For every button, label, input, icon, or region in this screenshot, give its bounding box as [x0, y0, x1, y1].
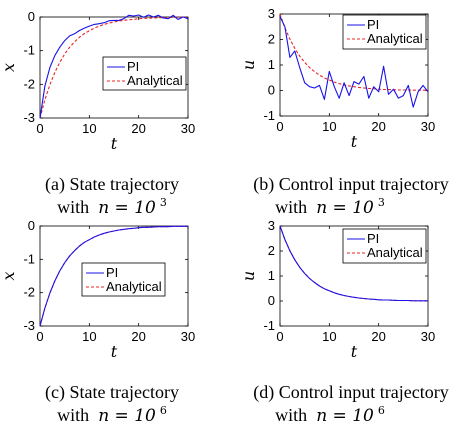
y-tick-label-a: -3 — [23, 110, 35, 125]
caption-c-line2: with n = 10 6 — [57, 404, 167, 426]
y-tick-label-d: -1 — [263, 318, 275, 333]
x-tick-label-a: 30 — [181, 121, 195, 136]
x-tick-label-a: 10 — [82, 121, 96, 136]
y-axis-label-a: x — [0, 63, 18, 72]
y-tick-label-b: -1 — [263, 108, 275, 123]
y-tick-label-a: -2 — [23, 76, 35, 91]
y-axis-label-b: u — [239, 60, 258, 70]
x-tick-label-c: 0 — [36, 329, 43, 344]
axes-frame-c — [39, 225, 189, 327]
legend-box-d — [342, 228, 427, 264]
legend-label-pi-d: PI — [367, 231, 379, 246]
legend-label-analytical-d: Analytical — [367, 245, 423, 260]
y-tick-label-c: -3 — [23, 318, 35, 333]
caption-c-exp: 6 — [160, 404, 167, 417]
series-line-pi-d — [279, 225, 428, 302]
caption-d-with: with — [275, 405, 307, 425]
y-tick-label-b: 2 — [268, 32, 275, 47]
x-tick-label-d: 0 — [276, 329, 283, 344]
legend-label-analytical-c: Analytical — [106, 279, 162, 294]
axes-frame-a — [39, 16, 189, 119]
caption-d-line2: with n = 10 6 — [275, 404, 385, 426]
legend-box-a — [102, 56, 187, 91]
x-axis-label-a: t — [111, 134, 118, 153]
caption-b-line1: (b) Control input trajectory — [253, 174, 448, 195]
series-line-analytical-b — [279, 13, 428, 91]
y-tick-label-a: 0 — [28, 9, 35, 24]
x-tick-label-b: 20 — [371, 119, 385, 134]
x-tick-label-b: 0 — [276, 119, 283, 134]
legend-label-analytical-b: Analytical — [367, 31, 423, 46]
y-tick-label-b: 1 — [268, 57, 275, 72]
x-tick-label-a: 20 — [131, 121, 145, 136]
caption-a-exp: 3 — [160, 196, 167, 209]
x-tick-label-c: 10 — [82, 329, 96, 344]
legend-label-pi-a: PI — [127, 59, 139, 74]
legend-label-pi-c: PI — [106, 265, 118, 280]
y-tick-label-b: 0 — [268, 83, 275, 98]
caption-b-exp: 3 — [378, 196, 385, 209]
legend-label-analytical-a: Analytical — [127, 73, 183, 88]
y-tick-label-d: 0 — [268, 293, 275, 308]
series-line-pi-a — [39, 14, 189, 119]
caption-b-with: with — [275, 197, 307, 217]
caption-d-math: n = 10 — [316, 406, 374, 426]
series-line-pi-b — [279, 16, 429, 108]
x-tick-label-b: 30 — [421, 119, 435, 134]
x-tick-label-c: 20 — [131, 329, 145, 344]
x-tick-label-d: 20 — [371, 329, 385, 344]
y-tick-label-d: 2 — [268, 243, 275, 258]
caption-c-math: n = 10 — [98, 406, 156, 426]
legend-box-c — [81, 262, 166, 297]
series-line-pi-c — [39, 225, 188, 327]
y-tick-label-c: -1 — [23, 251, 35, 266]
x-axis-label-d: t — [351, 342, 358, 361]
y-tick-label-a: -1 — [23, 43, 35, 58]
x-tick-label-b: 10 — [322, 119, 336, 134]
caption-d-exp: 6 — [378, 404, 385, 417]
caption-a-with: with — [57, 197, 89, 217]
caption-c-with: with — [57, 405, 89, 425]
caption-b-line2: with n = 10 3 — [275, 196, 385, 218]
x-axis-label-c: t — [111, 342, 118, 361]
y-tick-label-d: 3 — [268, 218, 275, 233]
caption-c-line1: (c) State trajectory — [45, 382, 179, 403]
x-tick-label-d: 30 — [421, 329, 435, 344]
x-axis-label-b: t — [351, 132, 358, 151]
legend-label-pi-b: PI — [367, 17, 379, 32]
x-tick-label-a: 0 — [36, 121, 43, 136]
legend-box-b — [342, 14, 427, 50]
y-tick-label-b: 3 — [268, 6, 275, 21]
x-tick-label-d: 10 — [322, 329, 336, 344]
y-tick-label-d: 1 — [268, 268, 275, 283]
x-tick-label-c: 30 — [181, 329, 195, 344]
caption-d-line1: (d) Control input trajectory — [253, 382, 448, 403]
caption-a-line2: with n = 10 3 — [57, 196, 167, 218]
y-axis-label-c: x — [0, 271, 18, 280]
caption-a-math: n = 10 — [98, 198, 156, 218]
caption-a-line1: (a) State trajectory — [45, 174, 179, 195]
y-axis-label-d: u — [239, 271, 258, 281]
y-tick-label-c: 0 — [28, 218, 35, 233]
caption-b-math: n = 10 — [316, 198, 374, 218]
y-tick-label-c: -2 — [23, 285, 35, 300]
